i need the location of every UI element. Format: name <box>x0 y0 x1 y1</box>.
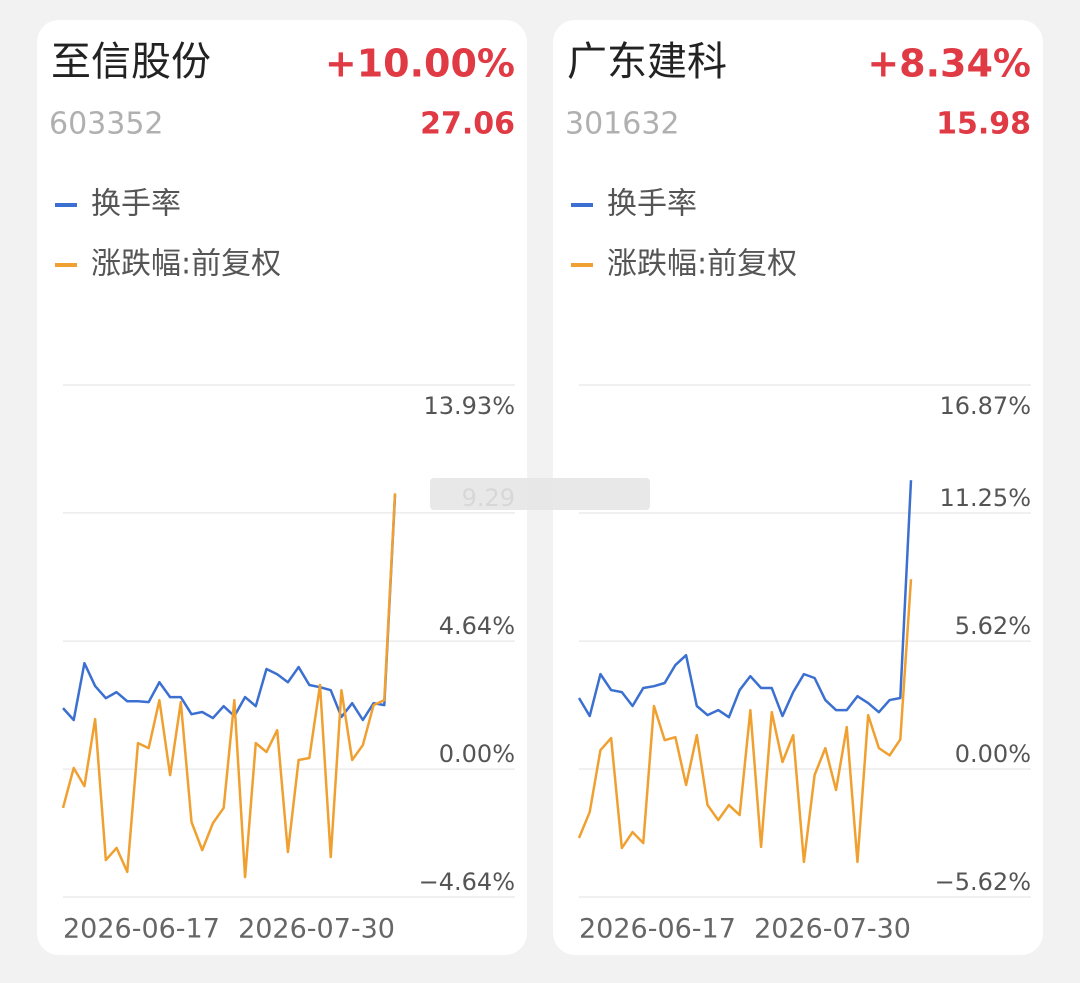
x-tick-label: 2026-07-30 <box>754 914 911 945</box>
card <box>37 20 527 955</box>
card <box>553 20 1043 955</box>
x-tick-label: 2026-07-30 <box>238 914 395 945</box>
stock-name: 广东建科 <box>567 39 727 85</box>
price: 27.06 <box>420 107 515 142</box>
legend-label: 涨跌幅:前复权 <box>607 247 797 282</box>
change-percent: +8.34% <box>867 42 1031 86</box>
legend-label: 换手率 <box>91 187 181 222</box>
legend-label: 涨跌幅:前复权 <box>91 247 281 282</box>
y-tick-label: 11.25% <box>939 484 1031 512</box>
blur-overlay <box>430 478 650 510</box>
price: 15.98 <box>936 107 1031 142</box>
y-tick-label: 13.93% <box>423 392 515 420</box>
y-tick-label: 16.87% <box>939 392 1031 420</box>
change-percent: +10.00% <box>325 42 515 86</box>
y-tick-label: 4.64% <box>439 612 515 640</box>
series-line <box>61 493 397 879</box>
x-tick-label: 2026-06-17 <box>579 914 736 945</box>
series-line <box>577 480 913 719</box>
stock-code: 301632 <box>565 107 680 142</box>
y-tick-label: −5.62% <box>935 868 1031 896</box>
stock-code: 603352 <box>49 107 164 142</box>
x-tick-label: 2026-06-17 <box>63 914 220 945</box>
stock-name: 至信股份 <box>51 39 211 85</box>
y-tick-label: 5.62% <box>955 612 1031 640</box>
legend-label: 换手率 <box>607 187 697 222</box>
series-line <box>577 579 913 864</box>
y-tick-label: 0.00% <box>439 740 515 768</box>
y-tick-label: 0.00% <box>955 740 1031 768</box>
y-tick-label: −4.64% <box>419 868 515 896</box>
